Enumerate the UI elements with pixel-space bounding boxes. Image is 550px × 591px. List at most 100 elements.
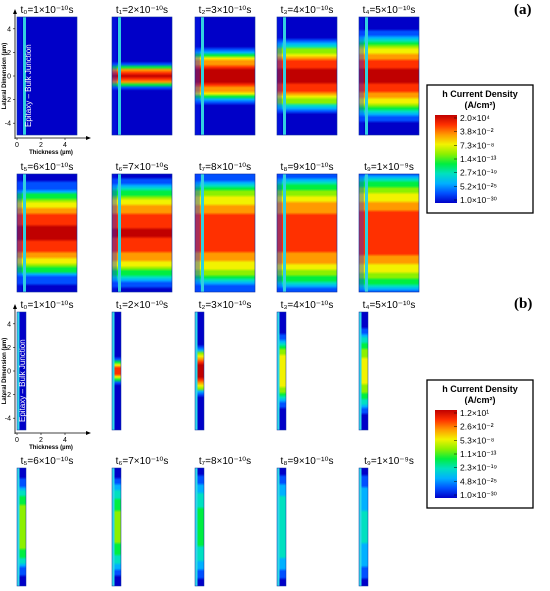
heatmap-edge — [17, 174, 22, 292]
x-tick-label: 0 — [15, 142, 19, 149]
x-axis-arrow — [86, 136, 91, 140]
y-axis-arrow — [13, 304, 17, 309]
heatmap-edge — [359, 174, 364, 292]
heatmap-field — [359, 468, 368, 586]
frame-border — [111, 467, 122, 587]
frame-time-label: t₄=5×10⁻¹⁰s — [363, 5, 416, 16]
frame-border — [194, 173, 256, 293]
colorbar-gradient — [435, 115, 457, 203]
heatmap-field — [112, 312, 121, 430]
colorbar-tick-label: 2.3×10⁻¹⁹ — [460, 463, 498, 473]
heatmap-edge — [195, 174, 200, 292]
y-tick-label: -2 — [5, 392, 11, 399]
y-tick-label: -2 — [5, 97, 11, 104]
x-axis-title: Thickness (µm) — [29, 445, 73, 451]
frame-border — [276, 173, 338, 293]
junction-label: Epitaxy – Bulk Junction — [18, 339, 27, 422]
heatmap-frame-b-5: t₅=6×10⁻¹⁰s — [16, 456, 74, 587]
colorbar-tick-label: 1.1×10⁻¹³ — [460, 449, 497, 459]
y-tick-label: 2 — [7, 50, 11, 57]
colorbar-title: h Current Density — [442, 384, 518, 394]
colorbar-title: h Current Density — [442, 89, 518, 99]
colorbar-tick-label: 2.7×10⁻¹⁹ — [460, 168, 498, 178]
junction-strip — [277, 312, 280, 430]
heatmap-frame-b-0: t₀=1×10⁻¹⁰s — [16, 300, 74, 431]
heatmap-frame-b-2: t₂=3×10⁻¹⁰s — [194, 300, 252, 431]
colorbar-tick-label: 5.3×10⁻⁸ — [460, 435, 495, 445]
frame-time-label: t₆=7×10⁻¹⁰s — [116, 162, 169, 173]
frame-time-label: t₂=3×10⁻¹⁰s — [199, 300, 252, 311]
y-axis-title: Lateral Dimension (µm) — [2, 338, 8, 404]
y-tick-label: 2 — [7, 345, 11, 352]
heatmap-field — [17, 468, 26, 586]
frame-time-label: t₃=4×10⁻¹⁰s — [281, 5, 334, 16]
frame-border — [194, 16, 256, 136]
junction-strip — [112, 468, 115, 586]
junction-strip — [283, 17, 286, 135]
heatmap-frame-a-0: t₀=1×10⁻¹⁰s — [16, 5, 78, 136]
frame-border — [16, 173, 78, 293]
heatmap-edge — [195, 17, 200, 135]
junction-label: Epitaxy – Bulk Junction — [24, 44, 33, 127]
heatmap-edge — [277, 174, 282, 292]
frame-border — [358, 467, 369, 587]
heatmap-frame-b-3: t₃=4×10⁻¹⁰s — [276, 300, 334, 431]
junction-strip — [17, 468, 20, 586]
junction-strip — [118, 174, 121, 292]
colorbar-tick-label: 4.8×10⁻²⁵ — [460, 476, 497, 486]
junction-strip — [17, 312, 20, 430]
x-tick-label: 4 — [63, 142, 67, 149]
y-tick-label: -4 — [5, 416, 11, 423]
frame-time-label: t₄=5×10⁻¹⁰s — [363, 300, 416, 311]
heatmap-frame-a-4: t₄=5×10⁻¹⁰s — [358, 5, 420, 136]
heatmap-frame-a-3: t₃=4×10⁻¹⁰s — [276, 5, 338, 136]
heatmap-frame-b-8: t₈=9×10⁻¹⁰s — [276, 456, 333, 587]
junction-strip — [365, 17, 368, 135]
frame-time-label: t₃=4×10⁻¹⁰s — [281, 300, 334, 311]
heatmap-field — [17, 312, 26, 430]
heatmap-field — [17, 17, 77, 135]
heatmap-edge — [17, 17, 22, 135]
frame-time-label: t₆=7×10⁻¹⁰s — [116, 456, 169, 467]
heatmap-field — [277, 468, 286, 586]
colorbar-tick-label: 3.8×10⁻² — [460, 127, 494, 137]
junction-strip — [283, 174, 286, 292]
frame-border — [111, 173, 173, 293]
junction-strip — [23, 17, 26, 135]
frame-time-label: t₁=2×10⁻¹⁰s — [116, 5, 168, 16]
frame-border — [276, 16, 338, 136]
heatmap-frame-a-1: t₁=2×10⁻¹⁰s — [111, 5, 173, 136]
heatmap-field — [17, 174, 77, 292]
frame-border — [358, 173, 420, 293]
heatmap-field — [112, 17, 172, 135]
colorbar-tick-label: 2.6×10⁻² — [460, 422, 494, 432]
x-tick-label: 2 — [39, 142, 43, 149]
frame-border — [16, 467, 27, 587]
x-tick-label: 2 — [39, 437, 43, 444]
colorbar-tick-label: 1.0×10⁻³⁰ — [460, 195, 498, 205]
frame-border — [194, 467, 205, 587]
frame-time-label: t₂=3×10⁻¹⁰s — [199, 5, 252, 16]
x-tick-label: 4 — [63, 437, 67, 444]
x-tick-label: 0 — [15, 437, 19, 444]
frame-time-label: t₅=6×10⁻¹⁰s — [21, 456, 74, 467]
heatmap-field — [277, 17, 337, 135]
heatmap-field — [195, 312, 204, 430]
colorbar-tick-label: 1.4×10⁻¹³ — [460, 154, 497, 164]
heatmap-field — [359, 17, 419, 135]
x-axis-title: Thickness (µm) — [29, 150, 73, 156]
frame-time-label: t₀=1×10⁻¹⁰s — [21, 300, 74, 311]
colorbar-tick-label: 7.3×10⁻⁸ — [460, 140, 495, 150]
frame-border — [358, 16, 420, 136]
junction-strip — [359, 312, 362, 430]
frame-time-label: t₇=8×10⁻¹⁰s — [199, 162, 251, 173]
heatmap-edge — [277, 17, 282, 135]
y-tick-label: 0 — [7, 74, 11, 81]
heatmap-frame-b-7: t₇=8×10⁻¹⁰s — [194, 456, 251, 587]
heatmap-field — [195, 174, 255, 292]
colorbar-a: h Current Density(A/cm²) 2.0×10⁴ 3.8×10⁻² 7… — [426, 84, 534, 214]
heatmap-frame-a-7: t₇=8×10⁻¹⁰s — [194, 162, 256, 293]
heatmap-edge — [112, 174, 117, 292]
